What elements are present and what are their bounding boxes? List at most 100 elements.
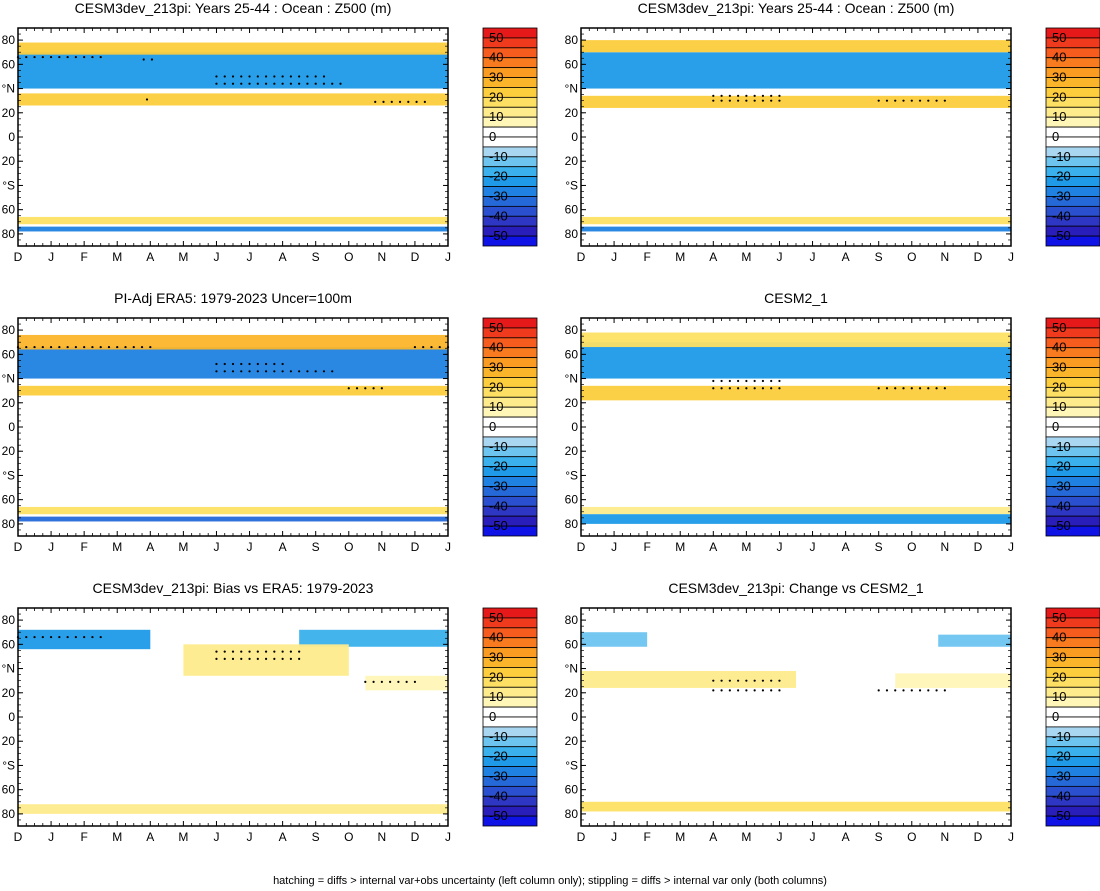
y-tick-label: 20: [565, 396, 579, 410]
stipple-dot: [720, 379, 723, 383]
y-tick-label: 20: [565, 154, 579, 168]
stipple-dot: [877, 689, 880, 692]
x-tick-label: A: [709, 830, 717, 844]
y-tick-label: °S: [2, 758, 15, 772]
y-tick-label: 60: [2, 347, 16, 361]
stipple-dot: [390, 100, 393, 103]
stipple-dot: [894, 99, 897, 102]
contour-band: [895, 673, 1011, 688]
stipple-dot: [264, 75, 268, 78]
contour-band: [18, 506, 448, 515]
x-tick-label: O: [344, 830, 353, 844]
stipple-dot: [248, 75, 251, 78]
stipple-dot: [49, 345, 53, 349]
x-tick-label: F: [80, 250, 87, 264]
x-tick-label: J: [810, 830, 816, 844]
stipple-dot: [927, 689, 930, 692]
y-tick-label: 20: [565, 734, 579, 748]
colorbar-label: -20: [1052, 459, 1071, 474]
stipple-dot: [720, 679, 723, 682]
x-tick-label: M: [741, 540, 751, 554]
stipple-dot: [902, 387, 905, 390]
x-tick-label: A: [842, 830, 850, 844]
stipple-dot: [728, 679, 731, 682]
contour-band: [365, 675, 448, 691]
x-tick-label: D: [14, 250, 23, 264]
y-tick-label: 80: [2, 613, 16, 627]
x-tick-label: A: [709, 250, 717, 264]
panel-5: CESM3dev_213pi: Bias vs ERA5: 1979-2023 D…: [2, 580, 538, 844]
colorbar-label: -50: [1052, 518, 1071, 533]
stipple-dot: [380, 680, 383, 683]
x-tick-label: A: [279, 540, 287, 554]
stipple-dot: [116, 345, 119, 349]
colorbar-label: 10: [1052, 399, 1066, 414]
stipple-dot: [83, 635, 86, 639]
stipple-dot: [761, 99, 765, 102]
x-tick-label: A: [842, 540, 850, 554]
stipple-dot: [240, 650, 243, 653]
x-tick-label: M: [675, 540, 685, 554]
y-tick-label: 80: [565, 323, 579, 337]
x-tick-label: M: [112, 540, 122, 554]
stipple-dot: [728, 689, 731, 692]
y-tick-label: 0: [571, 420, 578, 434]
contour-band: [18, 629, 151, 650]
colorbar-label: -40: [1052, 788, 1071, 803]
colorbar-label: -50: [489, 808, 508, 823]
stipple-dot: [306, 75, 309, 78]
stipple-dot: [728, 379, 731, 383]
stipple-dot: [415, 100, 418, 103]
stipple-dot: [240, 370, 243, 373]
stipple-dot: [248, 650, 251, 653]
colorbar-label: -40: [489, 208, 508, 223]
colorbar-swatch: [482, 525, 538, 537]
stipple-dot: [256, 82, 259, 85]
stipple-dot: [720, 387, 723, 390]
stipple-dot: [273, 75, 276, 78]
stipple-dot: [910, 689, 913, 692]
stipple-dot: [281, 82, 284, 85]
stipple-dot: [910, 99, 913, 102]
stipple-dot: [720, 94, 723, 97]
stipple-dot: [256, 650, 259, 653]
panel-2: CESM3dev_213pi: Years 25-44 : Ocean : Z5…: [565, 0, 1100, 264]
stipple-dot: [745, 689, 748, 692]
colorbar-label: 30: [489, 70, 503, 85]
stipple-dot: [927, 99, 930, 102]
colorbar: 50 40 30 20 10 0 -10 -20 -30 -40 -50: [1045, 27, 1100, 247]
colorbar-label: -40: [489, 498, 508, 513]
stipple-dot: [41, 55, 44, 59]
stipple-dot: [248, 370, 251, 373]
stipple-dot: [885, 689, 889, 692]
stipple-dot: [761, 679, 765, 682]
stipple-dot: [248, 657, 251, 660]
stipple-dot: [83, 345, 86, 349]
colorbar: 50 40 30 20 10 0 -10 -20 -30 -40 -50: [482, 27, 538, 247]
stipple-dot: [770, 679, 773, 682]
colorbar-swatch: [1045, 815, 1100, 827]
contour-band: [938, 634, 1011, 647]
x-tick-label: O: [907, 830, 916, 844]
stipple-dot: [331, 82, 334, 85]
x-tick-label: J: [213, 540, 219, 554]
y-tick-label: 20: [565, 444, 579, 458]
colorbar-label: -30: [489, 188, 508, 203]
stipple-dot: [737, 94, 740, 97]
colorbar-label: 20: [489, 379, 503, 394]
colorbar-label: -10: [1052, 149, 1071, 164]
stipple-dot: [712, 679, 715, 682]
y-tick-label: 80: [2, 227, 16, 241]
stipple-dot: [49, 55, 53, 59]
x-tick-label: J: [611, 540, 617, 554]
contour-band: [18, 385, 448, 396]
x-tick-label: J: [48, 540, 54, 554]
stipple-dot: [41, 635, 44, 639]
y-tick-label: 20: [2, 154, 16, 168]
x-tick-label: M: [112, 250, 122, 264]
stipple-dot: [712, 379, 715, 383]
panel-6: CESM3dev_213pi: Change vs CESM2_1 D J F M A M J…: [565, 580, 1100, 844]
panel-1: CESM3dev_213pi: Years 25-44 : Ocean : Z5…: [2, 0, 538, 264]
stipple-dot: [264, 82, 268, 85]
stipple-dot: [720, 689, 723, 692]
